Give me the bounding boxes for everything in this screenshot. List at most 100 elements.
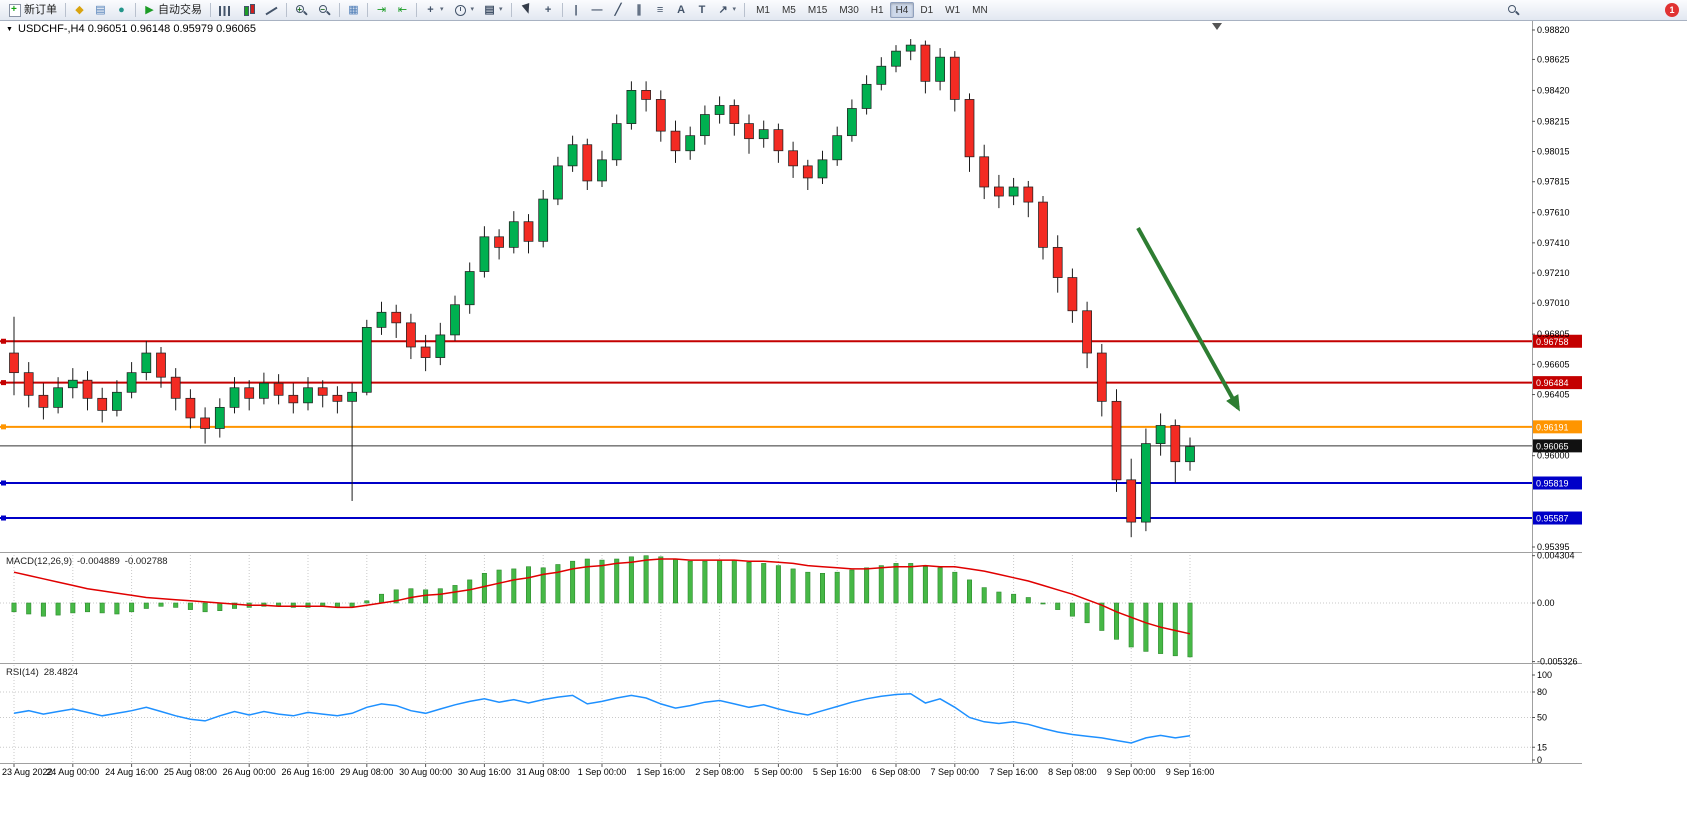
candle [714,105,725,115]
chevron-down-icon: ▾ [732,6,737,13]
timeframe-M1[interactable]: M1 [750,2,776,18]
tile-windows-button[interactable]: ▦ [343,2,364,18]
macd-bar [731,559,737,604]
text-tool-icon: A [677,3,686,16]
price-tick-label: 0.97410 [1537,238,1570,248]
trend-arrow-annotation[interactable] [1136,227,1240,412]
candle [9,352,19,374]
chart-shift-button[interactable]: ⇤ [392,2,413,18]
macd-bar [805,571,811,604]
candle [1008,186,1019,197]
price-badge [1533,334,1582,348]
macd-bar [114,602,120,615]
new-chart-button[interactable]: + ▾ [420,2,449,18]
line-handle[interactable] [1,424,6,430]
metaeditor-button[interactable]: ◆ [69,2,90,18]
candle [876,65,887,85]
macd-tick-label: 0.004304 [1537,551,1575,561]
chart-shift-marker[interactable] [1212,23,1222,30]
candlestick-chart-button[interactable] [237,2,260,18]
crosshair-button[interactable]: + [538,2,559,18]
macd-bar [908,563,914,604]
zoom-out-button[interactable]: − [313,2,336,18]
new-order-button[interactable]: + 新订单 [4,2,62,18]
macd-bar [1187,602,1193,658]
price-tick-label: 0.96000 [1537,451,1570,461]
timeframe-MN[interactable]: MN [966,2,994,18]
macd-bar [966,579,972,604]
rsi-value: 28.4824 [43,667,79,678]
time-label: 29 Aug 08:00 [340,767,393,777]
toolbar-separator [416,3,417,17]
zoom-in-button[interactable]: + [290,2,313,18]
timeframe-W1[interactable]: W1 [939,2,966,18]
candle [802,165,813,179]
macd-bar [614,558,620,604]
candle [1052,246,1063,278]
timeframe-H1[interactable]: H1 [865,2,890,18]
candle [376,311,387,328]
auto-scroll-button[interactable]: ⇥ [371,2,392,18]
time-label: 5 Sep 00:00 [754,767,803,777]
market-watch-button[interactable]: ▤ [90,2,111,18]
navigator-icon: ● [118,3,125,16]
price-badge-label: 0.95587 [1536,514,1569,524]
price-tick-label: 0.97815 [1537,177,1570,187]
candle [82,379,93,399]
candle [1155,425,1166,444]
text-button[interactable]: A [671,2,692,18]
templates-button[interactable]: ▤ ▾ [479,2,508,18]
candle [67,379,78,389]
auto-scroll-icon: ⇥ [376,3,387,16]
macd-bar [790,568,796,604]
candle [1096,352,1107,402]
price-badge-label: 0.96065 [1536,441,1569,451]
candle [317,387,328,396]
macd-bar [481,572,487,604]
line-chart-icon [265,4,278,17]
timeframe-M15[interactable]: M15 [802,2,833,18]
candle [758,129,769,140]
line-handle[interactable] [1,338,6,344]
bar-chart-button[interactable] [214,2,237,18]
timeframe-M30[interactable]: M30 [833,2,864,18]
line-handle[interactable] [1,480,6,486]
line-chart-button[interactable] [260,2,283,18]
text-label-button[interactable]: T [692,2,713,18]
chevron-down-icon: ▾ [470,6,475,13]
trendline-button[interactable]: ╱ [608,2,629,18]
toolbar-separator [367,3,368,17]
line-handle[interactable] [1,380,6,386]
horizontal-line-button[interactable]: — [587,2,608,18]
timeframe-D1[interactable]: D1 [914,2,939,18]
navigator-button[interactable]: ● [111,2,132,18]
channel-button[interactable]: ∥ [629,2,650,18]
timeframe-M5[interactable]: M5 [776,2,802,18]
arrows-button[interactable]: ↗ ▾ [713,2,742,18]
candle [1082,310,1092,354]
search-button[interactable] [1502,2,1525,18]
templates-icon: ▤ [484,3,495,16]
macd-bar [628,556,634,604]
fibonacci-button[interactable]: ≡ [650,2,671,18]
cursor-button[interactable] [515,2,538,18]
time-label: 1 Sep 00:00 [578,767,627,777]
notification-badge[interactable]: 1 [1665,3,1679,17]
macd-bar [702,560,708,604]
macd-bar [1128,602,1134,648]
time-label: 2 Sep 08:00 [695,767,744,777]
candle [582,144,593,182]
macd-bar [1069,602,1075,617]
macd-bar [1011,593,1017,604]
clock-icon [454,4,467,17]
line-handle[interactable] [1,515,6,521]
collapse-ohlc-icon[interactable]: ▼ [6,26,13,33]
vertical-line-button[interactable]: | [566,2,587,18]
periods-button[interactable]: ▾ [449,2,480,18]
candle [1185,446,1195,463]
macd-bar [158,602,164,607]
autotrading-button[interactable]: ▶ 自动交易 [139,2,207,18]
timeframe-H4[interactable]: H4 [889,2,915,18]
